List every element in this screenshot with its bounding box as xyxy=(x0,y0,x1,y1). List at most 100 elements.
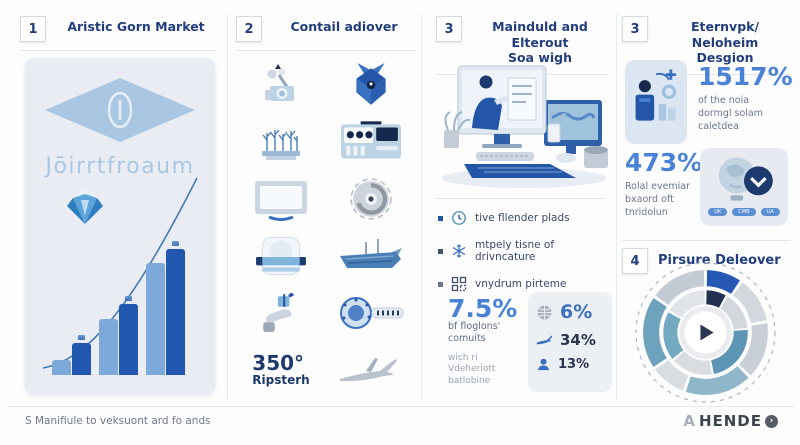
donut-segment xyxy=(673,351,712,375)
regions-stat: 7.5% bf floglons' comuits wich ri Vdeher… xyxy=(448,296,526,388)
donut-segment xyxy=(739,323,768,376)
feature-bullets: tive fllender plads mtpely tisne of driv… xyxy=(438,210,610,305)
stat2-tile: UK CMB UA xyxy=(700,148,788,226)
market-bar-chart xyxy=(50,241,200,375)
percentage-value: 6% xyxy=(560,301,593,323)
badge-pill: UA xyxy=(760,208,780,216)
donut-segment xyxy=(706,290,726,308)
donut-segment xyxy=(733,282,767,324)
bullet-square xyxy=(438,215,443,221)
qr-icon xyxy=(451,276,467,292)
market-card: Jōirrtfroaum xyxy=(25,58,215,395)
donut-segment xyxy=(663,312,684,359)
panel4-number: 3 xyxy=(622,16,648,42)
stat1-line: dormgl solam xyxy=(698,108,764,120)
donut-segment xyxy=(711,329,748,374)
play-button[interactable] xyxy=(700,324,714,341)
column-divider xyxy=(227,14,228,400)
badge-pill: UK xyxy=(708,208,728,216)
capability-icon-grid: 350° Ripsterh xyxy=(236,56,416,400)
panel4-header: 3 Eternvpk/ Neloheim Desgion xyxy=(622,16,792,75)
panel3-title-line2: Soa wigh xyxy=(507,50,573,66)
panel4-title: Eternvpk/ Neloheim Desgion xyxy=(658,16,792,66)
footer-divider xyxy=(8,406,794,407)
package-box-icon xyxy=(348,62,394,108)
dashed-outline xyxy=(635,262,776,403)
pirsure-number: 4 xyxy=(622,248,648,274)
hand-gift-icon xyxy=(258,290,304,336)
globe-clock-icon xyxy=(718,157,773,201)
workstation-illustration xyxy=(442,65,608,188)
percentage-value: 34% xyxy=(560,331,596,349)
panel2-number: 2 xyxy=(236,16,262,42)
bar-value-marker xyxy=(125,296,132,301)
person-plus-icon xyxy=(635,69,677,121)
regions-stat-value: 7.5% xyxy=(448,294,518,323)
panel3-number: 3 xyxy=(436,16,462,42)
badge-pill: CMB xyxy=(732,208,756,216)
bullet-text: mtpely tisne of drivncature xyxy=(475,239,555,263)
bar-dark xyxy=(72,343,91,375)
bar-dark xyxy=(119,304,138,375)
bullet-text: vnydrum pirteme xyxy=(475,278,567,290)
stat2: 473% Rolal evemiar bxaord oft tnridolun xyxy=(625,148,703,220)
bar-dark xyxy=(166,249,185,375)
panel4-title-line2: Desgion xyxy=(696,50,754,66)
bullet-square xyxy=(438,281,443,287)
stat2-line: tnridolun xyxy=(625,206,668,218)
donut-segment xyxy=(685,366,749,395)
gem-icon xyxy=(67,188,103,224)
pirsure-title: Pirsure Deleover xyxy=(658,252,781,268)
brand-prefix: A xyxy=(683,412,696,430)
stat2-line: Rolal evemiar xyxy=(625,181,691,193)
bar-light xyxy=(52,360,71,375)
bar-light xyxy=(146,263,165,375)
regions-stat-line: comuits xyxy=(448,333,486,345)
airplane-icon xyxy=(336,352,406,388)
bullet-square xyxy=(438,248,443,254)
bullet-item: vnydrum pirteme xyxy=(438,276,610,292)
brand-logo: A HENDE › xyxy=(683,412,778,430)
control-panel-icon xyxy=(340,120,402,163)
donut-segment xyxy=(706,270,740,294)
stat1-tile xyxy=(625,60,687,144)
stat2-value: 473% xyxy=(625,148,703,177)
panel2-header: 2 Contail adiover xyxy=(236,16,416,51)
regions-stat-line: bf floglons' xyxy=(448,321,501,332)
panel4-separator xyxy=(622,240,790,241)
bullet-text: tive fllender plads xyxy=(475,212,570,224)
cargo-ship-icon xyxy=(338,237,404,275)
stat2-line: bxaord oft xyxy=(625,194,674,206)
brand-wordmark: Jōirrtfroaum xyxy=(45,154,195,179)
bar-light xyxy=(99,319,118,375)
panel1-title: Aristic Gorn Market xyxy=(67,19,205,34)
panel3-separator xyxy=(436,198,604,199)
donut-segment xyxy=(720,296,748,330)
panel2-title: Contail adiover xyxy=(290,19,398,34)
panel1-number: 1 xyxy=(20,16,46,42)
microscope-icon xyxy=(259,63,303,107)
panel3-title-line1: Mainduld and Elterout xyxy=(492,19,588,50)
donut-segment xyxy=(655,270,705,305)
footer-note: S Manifiule to veksuont ard fo ands xyxy=(25,415,211,427)
stat1-line: of the noia xyxy=(698,95,750,107)
brand-name: HENDE xyxy=(698,412,762,430)
regions-stat-subline: Vdeheriott xyxy=(448,364,496,375)
temperature-stat: 350° Ripsterh xyxy=(252,353,309,386)
donut-segment xyxy=(643,298,667,367)
regions-stat-subline: batlobine xyxy=(448,376,491,387)
temperature-value: 350° xyxy=(252,351,305,376)
plants-tray-icon xyxy=(258,120,304,164)
turbine-icon xyxy=(348,176,394,222)
person-icon xyxy=(537,358,550,371)
donut-segment xyxy=(655,360,689,391)
badge-pill-row: UK CMB UA xyxy=(708,208,780,216)
snowflake-icon xyxy=(452,244,466,258)
arrow-circle-icon: › xyxy=(765,414,778,428)
plane-icon xyxy=(536,335,553,345)
gauge-rod-icon xyxy=(336,291,406,335)
percentage-row: 13% xyxy=(536,357,604,372)
bullet-item: tive fllender plads xyxy=(438,210,610,226)
stat1-value: 1517% xyxy=(698,62,793,91)
